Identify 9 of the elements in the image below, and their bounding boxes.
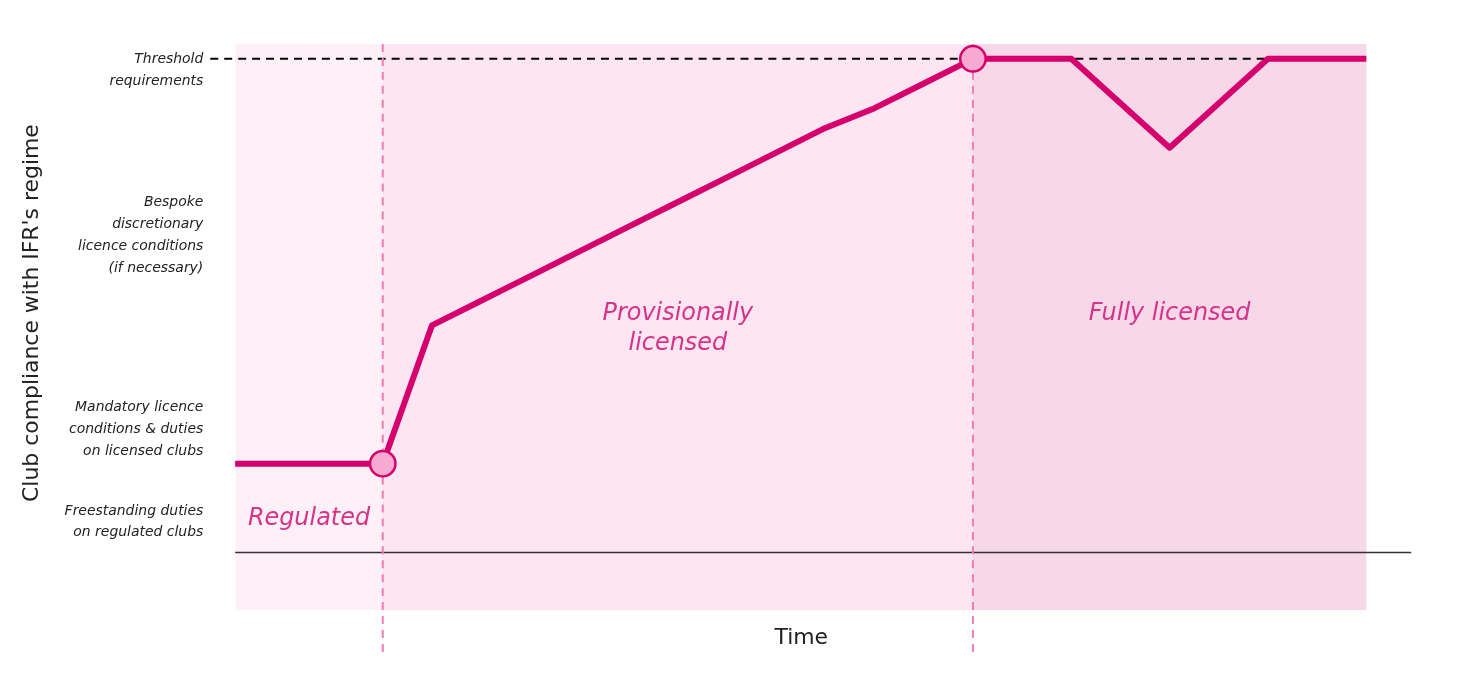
text: Threshold requirements	[109, 49, 204, 88]
text: Freestanding duties on regulated clubs	[64, 501, 204, 540]
text: Club compliance with IFR's regime	[17, 124, 43, 502]
text: Mandatory licence conditions & duties on licensed clubs	[69, 397, 204, 458]
annotation: Fully licensed	[1088, 298, 1252, 327]
annotation: Provisionally licensed	[602, 298, 754, 356]
text: Bespoke discretionary licence conditions (if necessary)	[78, 192, 205, 275]
x-axis-title: Time	[773, 624, 829, 650]
annotation: Regulated	[247, 502, 371, 531]
